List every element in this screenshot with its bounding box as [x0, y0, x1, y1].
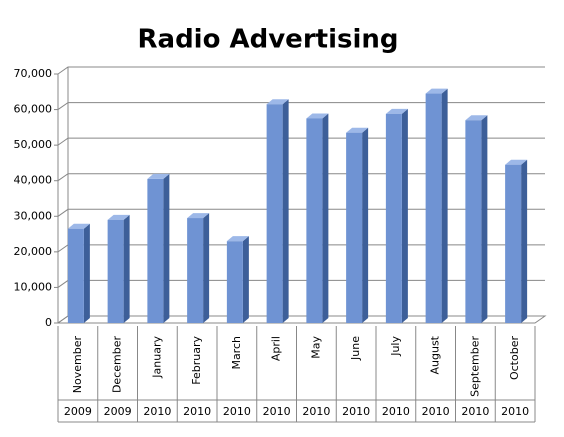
- x-tick-label: April: [270, 336, 283, 361]
- bar-top: [425, 88, 448, 94]
- bar-side: [322, 113, 329, 323]
- bar-side: [362, 127, 369, 323]
- grid-line: [57, 102, 545, 110]
- year-label: 2010: [342, 405, 370, 418]
- bar: [385, 113, 402, 323]
- bar-side: [441, 88, 448, 323]
- year-label: 2010: [501, 405, 529, 418]
- bar: [346, 132, 363, 323]
- x-tick-label: October: [508, 336, 521, 380]
- y-tick-label: 70,000: [14, 67, 53, 80]
- x-tick-label: January: [150, 336, 163, 379]
- bar-side: [123, 214, 130, 323]
- y-tick-label: 10,000: [14, 280, 53, 293]
- bar-top: [346, 127, 369, 133]
- year-label: 2010: [263, 405, 291, 418]
- x-tick-label: November: [71, 336, 84, 394]
- year-label: 2009: [64, 405, 92, 418]
- bar: [266, 104, 283, 323]
- bar: [425, 93, 442, 323]
- bar-side: [282, 99, 289, 323]
- x-tick-label: September: [468, 336, 481, 397]
- x-tick-label: March: [230, 336, 243, 370]
- bar: [226, 241, 243, 323]
- y-tick-label: 60,000: [14, 103, 53, 116]
- chart-title: Radio Advertising: [138, 25, 399, 55]
- bar-side: [163, 173, 170, 323]
- year-label: 2009: [104, 405, 132, 418]
- x-tick-label: July: [389, 336, 402, 357]
- year-label: 2010: [223, 405, 251, 418]
- x-tick-label: August: [429, 335, 442, 374]
- bar-side: [481, 115, 488, 323]
- bar-top: [385, 108, 408, 114]
- x-tick-label: February: [190, 336, 203, 385]
- bar: [465, 120, 482, 323]
- bar-side: [401, 108, 408, 323]
- year-label: 2010: [422, 405, 450, 418]
- x-tick-label: June: [349, 336, 362, 361]
- bar-side: [521, 159, 528, 323]
- bar-top: [226, 236, 249, 242]
- x-tick-label: May: [309, 336, 322, 359]
- bar-top: [465, 115, 488, 121]
- year-label: 2010: [183, 405, 211, 418]
- y-tick-label: 20,000: [14, 245, 53, 258]
- bar: [67, 228, 84, 323]
- x-tick-label: December: [111, 336, 124, 394]
- bar: [107, 219, 124, 323]
- bar-top: [306, 113, 329, 119]
- y-tick-label: 50,000: [14, 138, 53, 151]
- year-label: 2010: [302, 405, 330, 418]
- year-label: 2010: [382, 405, 410, 418]
- bar-top: [187, 213, 210, 219]
- bar-top: [505, 159, 528, 165]
- bar-top: [107, 214, 130, 220]
- bar-side: [83, 223, 90, 323]
- grid-line: [57, 66, 545, 75]
- y-tick-label: 0: [45, 316, 52, 329]
- bar-side: [203, 213, 210, 323]
- bar-top: [266, 99, 289, 105]
- bar: [147, 178, 164, 323]
- y-tick-label: 40,000: [14, 174, 53, 187]
- bar: [505, 164, 522, 323]
- bar-top: [147, 173, 170, 179]
- y-tick-label: 30,000: [14, 209, 53, 222]
- bar-side: [242, 236, 249, 323]
- year-label: 2010: [143, 405, 171, 418]
- bar-top: [67, 223, 90, 229]
- bar: [187, 218, 204, 323]
- year-label: 2010: [461, 405, 489, 418]
- bar: [306, 118, 323, 323]
